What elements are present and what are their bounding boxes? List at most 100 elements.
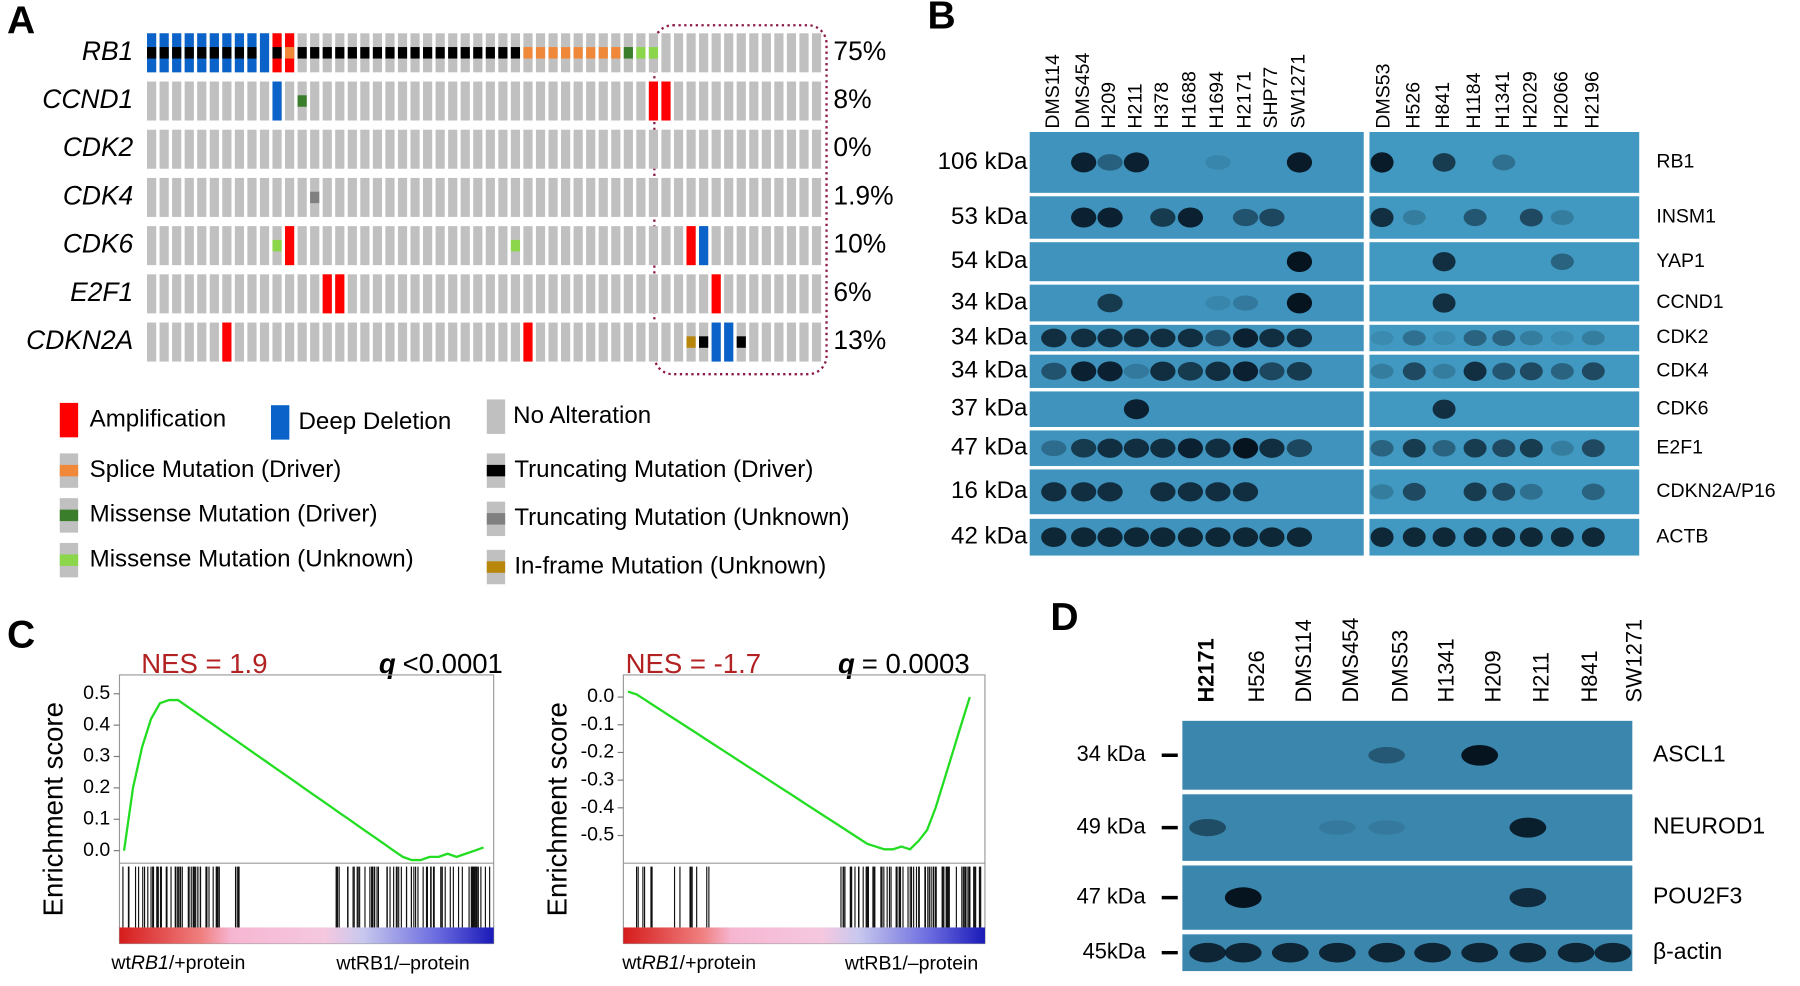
- oncoprint-cell: [347, 274, 357, 314]
- protein-label: INSM1: [1656, 206, 1716, 228]
- oncoprint-cell: [335, 177, 345, 217]
- gene-name: CDKN2A: [26, 325, 133, 355]
- mutation: [310, 47, 320, 59]
- lane-label: DMS53: [1373, 64, 1395, 129]
- oncoprint-cell: [259, 177, 270, 217]
- blot-band: [1259, 438, 1285, 458]
- blot-band: [1286, 152, 1313, 173]
- size-label: 53 kDa: [951, 203, 1028, 230]
- oncoprint-cell: [623, 81, 633, 121]
- size-label: 42 kDa: [951, 523, 1028, 550]
- blot-band: [1402, 362, 1426, 381]
- oncoprint-cell: [711, 177, 721, 217]
- oncoprint-cell: [184, 226, 194, 266]
- oncoprint-cell: [811, 33, 822, 73]
- oncoprint-cell: [736, 274, 746, 314]
- oncoprint-cell: [485, 129, 495, 169]
- oncoprint-cell: [410, 81, 420, 121]
- blot-band: [1463, 208, 1487, 227]
- oncoprint-cell: [711, 81, 721, 121]
- y-tick-label: -0.1: [581, 713, 615, 735]
- oncoprint-cell: [285, 81, 295, 121]
- oncoprint-cell: [711, 129, 721, 169]
- oncoprint-cell: [297, 129, 307, 169]
- oncoprint-cell: [648, 226, 659, 266]
- oncoprint-cell: [724, 226, 734, 266]
- panel-letter: A: [7, 0, 35, 42]
- q-title: q <0.0001: [379, 648, 503, 679]
- lane-label: H211: [1125, 83, 1147, 128]
- alteration: [259, 33, 270, 73]
- oncoprint-cell: [347, 226, 357, 266]
- mutation: [498, 47, 508, 59]
- oncoprint-cell: [435, 177, 445, 217]
- oncoprint-cell: [234, 81, 245, 121]
- oncoprint-cell: [573, 177, 583, 217]
- lane-label: SW1271: [1622, 619, 1647, 703]
- oncoprint-cell: [598, 322, 608, 362]
- oncoprint-cell: [435, 274, 445, 314]
- oncoprint-cell: [535, 226, 546, 266]
- oncoprint-cell: [724, 33, 734, 73]
- legend-label: Missense Mutation (Unknown): [90, 546, 414, 573]
- size-label: 16 kDa: [951, 477, 1028, 504]
- oncoprint-cell: [623, 322, 633, 362]
- oncoprint-cell: [761, 226, 771, 266]
- nes-title: NES = -1.7: [626, 648, 761, 679]
- blot-band: [1224, 887, 1262, 908]
- blot-band: [1368, 747, 1406, 764]
- oncoprint-cell: [322, 129, 332, 169]
- mutation: [586, 47, 596, 59]
- y-tick-label: 0.0: [83, 839, 110, 861]
- gene-name: CDK6: [63, 229, 134, 259]
- oncoprint-cell: [636, 81, 646, 121]
- oncoprint-cell: [623, 177, 633, 217]
- oncoprint-cell: [498, 81, 508, 121]
- legend-label: No Alteration: [513, 402, 651, 429]
- oncoprint-cell: [410, 226, 420, 266]
- mutation: [686, 336, 696, 348]
- oncoprint-cell: [397, 274, 408, 314]
- oncoprint-cell: [209, 81, 219, 121]
- oncoprint-cell: [147, 226, 157, 266]
- oncoprint-cell: [623, 129, 633, 169]
- oncoprint-cell: [272, 274, 282, 314]
- blot-band: [1492, 362, 1516, 380]
- oncoprint-cell: [636, 177, 646, 217]
- oncoprint-cell: [761, 81, 771, 121]
- left-label: wtRB1/+protein: [110, 952, 245, 974]
- gene-name: CCND1: [42, 84, 133, 114]
- mutation: [611, 47, 621, 59]
- oncoprint-cell: [661, 33, 671, 73]
- legend-swatch: [486, 513, 506, 525]
- size-label: 45kDa: [1083, 938, 1147, 963]
- lane-label: DMS114: [1291, 619, 1316, 702]
- blot-band: [1177, 438, 1204, 459]
- blot-band: [1519, 330, 1543, 346]
- mutation: [510, 239, 521, 252]
- oncoprint-cell: [410, 177, 420, 217]
- legend-swatch: [59, 402, 79, 438]
- oncoprint-cell: [586, 81, 596, 121]
- oncoprint-cell: [147, 129, 157, 169]
- oncoprint-cell: [661, 129, 671, 169]
- oncoprint-cell: [435, 81, 445, 121]
- blot-strip: [1182, 794, 1633, 861]
- oncoprint-cell: [197, 226, 207, 266]
- legend-label: Splice Mutation (Driver): [90, 456, 342, 483]
- oncoprint-cell: [222, 274, 232, 314]
- blot-band: [1177, 362, 1204, 381]
- oncoprint-cell: [460, 177, 470, 217]
- oncoprint-cell: [485, 226, 495, 266]
- oncoprint-cell: [699, 177, 709, 217]
- blot-band: [1519, 208, 1543, 227]
- oncoprint-cell: [761, 177, 771, 217]
- blot-band: [1550, 363, 1574, 380]
- blot-band: [1232, 295, 1259, 311]
- oncoprint-cell: [485, 322, 495, 362]
- blot-strip: [1369, 284, 1640, 322]
- lane-label: DMS114: [1042, 54, 1064, 129]
- oncoprint-cell: [297, 177, 307, 217]
- lane-label: H1184: [1463, 72, 1485, 128]
- oncoprint-cell: [510, 177, 521, 217]
